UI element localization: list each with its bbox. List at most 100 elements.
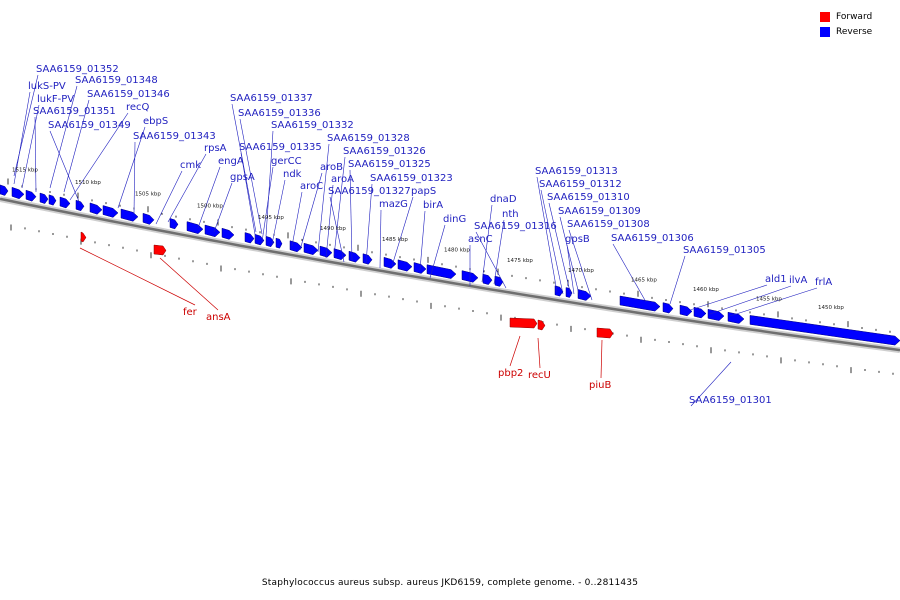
- reverse-leader-29: [379, 209, 382, 269]
- reverse-gene-39: [707, 308, 725, 321]
- reverse-gene-24: [362, 253, 373, 265]
- reverse-gene-1: [11, 186, 25, 200]
- reverse-gene-36: [662, 302, 674, 314]
- reverse-leader-12: [197, 166, 221, 229]
- reverse-gene-label-11: cmk: [180, 160, 201, 171]
- reverse-leader-41: [566, 244, 575, 295]
- reverse-leader-28: [391, 196, 414, 267]
- reverse-leader-46: [729, 287, 818, 317]
- reverse-leader-22: [317, 143, 330, 253]
- legend-label-reverse: Reverse: [836, 26, 873, 37]
- reverse-gene-label-7: SAA6159_01349: [48, 120, 131, 131]
- reverse-gene-label-16: SAA6159_01332: [271, 120, 354, 131]
- reverse-leader-47: [690, 361, 732, 407]
- reverse-gene-label-20: aroC: [300, 181, 323, 192]
- reverse-gene-label-46: frlA: [815, 277, 832, 288]
- reverse-gene-23: [348, 250, 361, 263]
- reverse-gene-30: [482, 273, 493, 285]
- reverse-leader-37: [540, 189, 564, 295]
- legend: Forward Reverse: [820, 9, 890, 39]
- reverse-leader-4: [63, 99, 90, 193]
- reverse-gene-28: [426, 264, 457, 279]
- legend-label-forward: Forward: [836, 11, 873, 22]
- reverse-leader-32: [481, 204, 493, 283]
- reverse-gene-15: [244, 232, 255, 244]
- reverse-gene-label-15: SAA6159_01336: [238, 108, 321, 119]
- reverse-leader-36: [536, 176, 558, 293]
- reverse-leader-25: [349, 169, 353, 261]
- reverse-gene-8: [102, 205, 119, 218]
- reverse-gene-label-18: gerCC: [271, 156, 302, 167]
- reverse-gene-label-1: lukS-PV: [28, 81, 66, 92]
- tick-label: 1470 kbp: [568, 268, 594, 274]
- forward-leader-2: [509, 335, 521, 367]
- reverse-leader-20: [291, 191, 303, 247]
- reverse-gene-label-27: SAA6159_01327: [328, 186, 411, 197]
- forward-leader-1: [159, 257, 219, 311]
- reverse-gene-17: [265, 235, 275, 248]
- reverse-swatch-icon: [820, 26, 830, 37]
- forward-leader-0: [79, 247, 196, 306]
- reverse-leader-39: [559, 216, 581, 299]
- reverse-gene-label-43: SAA6159_01305: [683, 245, 766, 256]
- reverse-leader-21: [299, 172, 323, 251]
- reverse-leader-11: [155, 170, 183, 225]
- reverse-gene-label-37: SAA6159_01312: [539, 179, 622, 190]
- reverse-gene-label-0: SAA6159_01352: [36, 64, 119, 75]
- reverse-leader-9: [133, 141, 136, 215]
- reverse-gene-20: [303, 242, 319, 255]
- reverse-gene-2: [25, 189, 37, 202]
- reverse-gene-label-36: SAA6159_01313: [535, 166, 618, 177]
- reverse-leader-6: [69, 112, 129, 201]
- reverse-gene-label-29: mazG: [379, 199, 408, 210]
- reverse-gene-12: [186, 221, 204, 234]
- reverse-leader-35: [475, 231, 507, 289]
- reverse-leader-43: [669, 255, 686, 305]
- reverse-leader-15: [239, 118, 263, 235]
- reverse-gene-label-21: aroB: [320, 162, 343, 173]
- reverse-leader-23: [333, 156, 346, 257]
- forward-gene-label-3: recU: [528, 370, 551, 381]
- reverse-leader-14: [231, 103, 257, 233]
- reverse-gene-11: [169, 218, 179, 230]
- reverse-gene-label-25: SAA6159_01325: [348, 159, 431, 170]
- reverse-leader-2: [49, 85, 78, 189]
- reverse-gene-label-42: SAA6159_01306: [611, 233, 694, 244]
- reverse-gene-32: [554, 285, 564, 297]
- reverse-leader-30: [419, 210, 426, 271]
- reverse-gene-13: [204, 224, 221, 238]
- reverse-gene-label-47: SAA6159_01301: [689, 395, 772, 406]
- reverse-gene-label-28: papS: [411, 186, 436, 197]
- reverse-gene-label-32: dnaD: [490, 194, 517, 205]
- reverse-gene-10: [142, 212, 155, 225]
- forward-gene-0: [80, 231, 87, 243]
- reverse-gene-label-30: birA: [423, 200, 443, 211]
- reverse-gene-7: [89, 202, 103, 215]
- reverse-gene-21: [319, 245, 333, 258]
- reverse-leader-19: [271, 179, 286, 245]
- reverse-gene-label-22: SAA6159_01328: [327, 133, 410, 144]
- tick-label: 1505 kbp: [135, 192, 161, 198]
- reverse-gene-label-19: ndk: [283, 169, 302, 180]
- reverse-gene-label-31: dinG: [443, 214, 466, 225]
- reverse-gene-26: [397, 259, 413, 272]
- reverse-gene-label-45: ilvA: [789, 275, 807, 286]
- tick-label: 1465 kbp: [631, 278, 657, 284]
- reverse-gene-18: [275, 237, 283, 249]
- reverse-gene-33: [565, 287, 573, 298]
- tick-label: 1460 kbp: [693, 287, 719, 293]
- reverse-gene-6: [75, 199, 85, 212]
- forward-gene-label-4: piuB: [589, 380, 611, 391]
- reverse-leader-0: [13, 74, 39, 177]
- reverse-gene-22: [333, 248, 347, 260]
- reverse-gene-label-17: SAA6159_01335: [239, 142, 322, 153]
- reverse-leader-44: [689, 284, 768, 311]
- reverse-leader-10: [167, 153, 207, 223]
- reverse-leader-8: [117, 126, 146, 209]
- forward-gene-1: [153, 244, 167, 256]
- reverse-gene-0: [0, 184, 9, 196]
- reverse-gene-19: [289, 240, 303, 253]
- reverse-gene-label-39: SAA6159_01309: [558, 206, 641, 217]
- forward-gene-2: [509, 317, 538, 329]
- reverse-gene-label-34: asnC: [468, 234, 493, 245]
